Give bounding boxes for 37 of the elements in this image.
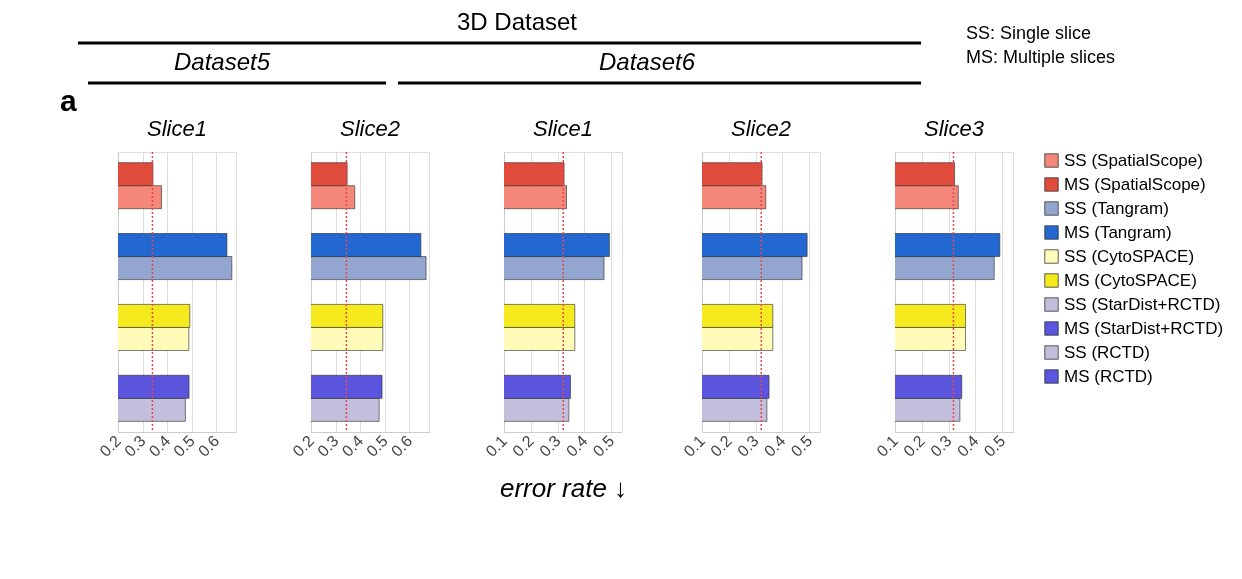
x-tick-label: 0.4: [562, 432, 591, 460]
legend-label: MS (SpatialScope): [1064, 174, 1206, 194]
chart-title: Slice1: [147, 116, 207, 142]
x-tick-label: 0.4: [760, 432, 789, 460]
legend-label: SS (SpatialScope): [1064, 150, 1203, 170]
legend-label: SS (CytoSPACE): [1064, 246, 1195, 266]
chart-title: Slice2: [340, 116, 400, 142]
x-tick-label: 0.3: [927, 432, 955, 460]
x-axis-title: error rate ↓: [499, 472, 628, 503]
chart-title: Slice3: [924, 116, 985, 142]
x-tick-label: 0.3: [536, 432, 564, 460]
legend-label: SS (Tangram): [1064, 198, 1169, 218]
x-tick-label: 0.2: [900, 432, 929, 460]
text: MS: Multiple slices: [966, 47, 1116, 67]
x-tick-label: 0.1: [482, 432, 511, 460]
x-tick-label: 0.3: [734, 432, 762, 460]
x-tick-label: 0.4: [953, 432, 982, 460]
x-tick-label: 0.1: [680, 432, 709, 460]
legend-label: MS (RCTD): [1064, 366, 1153, 386]
legend-label: MS (CytoSPACE): [1064, 270, 1197, 290]
text: SS: Single slice: [966, 23, 1092, 43]
chart-title: Slice2: [731, 116, 791, 142]
x-tick-label: 0.5: [589, 432, 618, 460]
legend-label: MS (Tangram): [1064, 222, 1172, 242]
text: Dataset5: [173, 48, 271, 75]
x-tick-label: 0.5: [980, 432, 1009, 460]
x-tick-label: 0.5: [787, 432, 816, 460]
x-tick-label: 0.1: [873, 432, 902, 460]
text: Dataset6: [598, 48, 696, 75]
x-tick-label: 0.2: [707, 432, 736, 460]
chart-title: Slice1: [533, 116, 593, 142]
legend-label: SS (RCTD): [1064, 342, 1150, 362]
legend-label: SS (StarDist+RCTD): [1064, 294, 1221, 314]
text: 3D Dataset: [456, 8, 578, 35]
x-tick-label: 0.2: [509, 432, 538, 460]
text: a: [60, 84, 77, 117]
legend-label: MS (StarDist+RCTD): [1064, 318, 1224, 338]
